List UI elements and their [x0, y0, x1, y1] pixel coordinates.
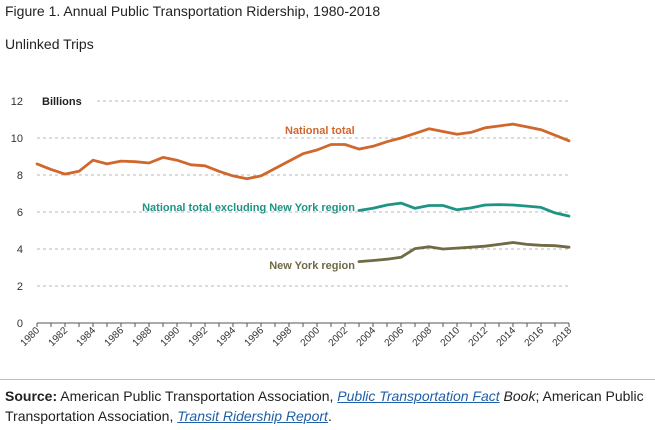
x-tick-label: 2012 [467, 325, 491, 349]
x-tick-label: 1990 [159, 325, 183, 349]
ridership-report-link[interactable]: Transit Ridership Report [177, 408, 328, 424]
source-separator: ; [535, 388, 540, 404]
x-tick-label: 1982 [47, 325, 71, 349]
x-tick-label: 2018 [551, 325, 575, 349]
figure-title: Figure 1. Annual Public Transportation R… [5, 3, 381, 19]
y-axis-label: Billions [42, 96, 82, 108]
x-tick-label: 2008 [411, 325, 435, 349]
y-tick-label: 8 [17, 170, 23, 182]
x-tick-label: 2002 [327, 325, 351, 349]
source-end: . [327, 408, 332, 424]
divider [0, 379, 655, 380]
x-tick-label: 1994 [215, 325, 239, 349]
x-tick-label: 2000 [299, 325, 323, 349]
source-publisher-1: American Public Transportation Associati… [60, 388, 334, 404]
series-label-2: New York region [269, 260, 355, 272]
y-tick-label: 0 [17, 318, 23, 330]
series-lines [35, 122, 571, 264]
gridlines [37, 100, 569, 287]
source-publisher-2: American Public Transportation Associati… [5, 388, 644, 424]
y-tick-label: 6 [17, 207, 23, 219]
x-tick-label: 1996 [243, 325, 267, 349]
y-tick-label: 4 [17, 244, 23, 256]
series-line-1 [357, 201, 571, 218]
figure-subtitle: Unlinked Trips [5, 36, 94, 52]
series-label-1: National total excluding New York region [142, 202, 355, 214]
source-label: Source: [5, 388, 58, 404]
series-line-2 [357, 241, 571, 264]
x-tick-label: 1988 [131, 325, 155, 349]
x-tick-label: 2004 [355, 325, 379, 349]
y-tick-label: 12 [11, 96, 23, 108]
x-tick-label: 1984 [75, 325, 99, 349]
x-tick-label: 1998 [271, 325, 295, 349]
chart-container: 0 2 4 6 8 10 12 Billions 1980 1982 1984 1986 1988 199… [0, 68, 655, 378]
x-tick-label: 2010 [439, 325, 463, 349]
x-tick-label: 1992 [187, 325, 211, 349]
x-tick-label: 2006 [383, 325, 407, 349]
series-label-0: National total [285, 125, 355, 137]
x-tick-label: 1986 [103, 325, 127, 349]
source-note: Source: American Public Transportation A… [5, 386, 650, 426]
series-line-0 [35, 122, 571, 181]
fact-book-suffix: Book [503, 388, 536, 404]
y-tick-label: 2 [17, 281, 23, 293]
x-tick-label: 2014 [495, 325, 519, 349]
y-tick-label: 10 [11, 133, 23, 145]
series-labels: National total National total excluding N… [142, 125, 355, 272]
fact-book-link[interactable]: Public Transportation Fact [337, 388, 500, 404]
x-tick-label: 2016 [523, 325, 547, 349]
